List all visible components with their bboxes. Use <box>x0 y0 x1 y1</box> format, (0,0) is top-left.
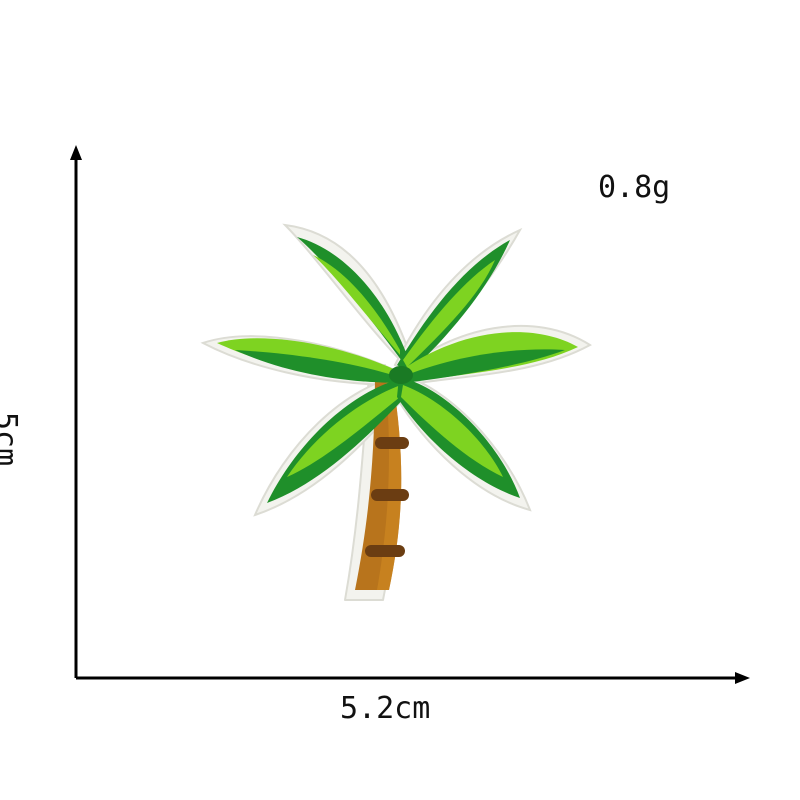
horizontal-axis-arrow-icon <box>735 672 750 684</box>
trunk-band <box>371 489 409 501</box>
width-label: 5.2cm <box>340 694 430 724</box>
trunk-band <box>375 437 409 449</box>
vertical-axis-arrow-icon <box>70 145 82 160</box>
weight-label: 0.8g <box>598 173 670 203</box>
height-label: 5cm <box>0 412 20 466</box>
trunk-band <box>365 545 405 557</box>
palm-tree-patch-icon <box>195 215 595 605</box>
